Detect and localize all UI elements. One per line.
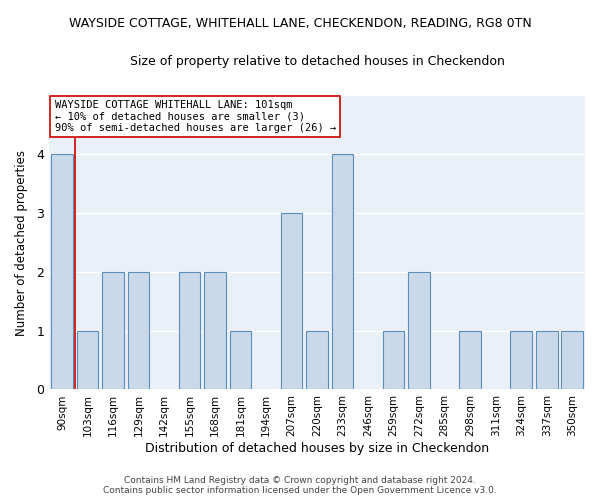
Bar	[460, 330, 481, 390]
Bar	[332, 154, 353, 390]
X-axis label: Distribution of detached houses by size in Checkendon: Distribution of detached houses by size …	[145, 442, 489, 455]
Bar	[204, 272, 226, 390]
Bar	[536, 330, 557, 390]
Y-axis label: Number of detached properties: Number of detached properties	[15, 150, 28, 336]
Text: Contains HM Land Registry data © Crown copyright and database right 2024.
Contai: Contains HM Land Registry data © Crown c…	[103, 476, 497, 495]
Title: Size of property relative to detached houses in Checkendon: Size of property relative to detached ho…	[130, 55, 505, 68]
Text: WAYSIDE COTTAGE, WHITEHALL LANE, CHECKENDON, READING, RG8 0TN: WAYSIDE COTTAGE, WHITEHALL LANE, CHECKEN…	[68, 18, 532, 30]
Bar	[511, 330, 532, 390]
Bar	[230, 330, 251, 390]
Bar	[77, 330, 98, 390]
Bar	[179, 272, 200, 390]
Bar	[51, 154, 73, 390]
Bar	[128, 272, 149, 390]
Bar	[306, 330, 328, 390]
Bar	[383, 330, 404, 390]
Bar	[409, 272, 430, 390]
Bar	[562, 330, 583, 390]
Bar	[281, 213, 302, 390]
Text: WAYSIDE COTTAGE WHITEHALL LANE: 101sqm
← 10% of detached houses are smaller (3)
: WAYSIDE COTTAGE WHITEHALL LANE: 101sqm ←…	[55, 100, 336, 133]
Bar	[102, 272, 124, 390]
